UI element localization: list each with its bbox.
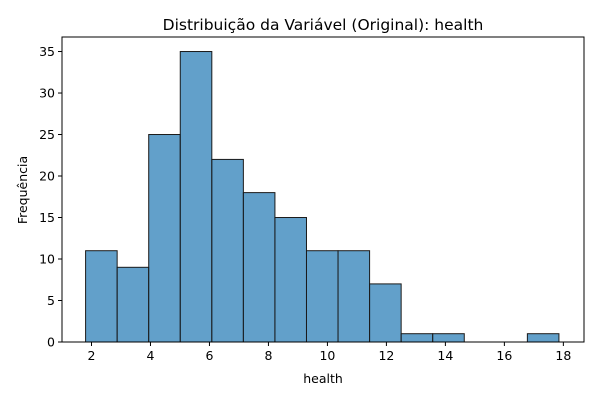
histogram-bar-8 (338, 251, 370, 342)
x-tick-label: 8 (264, 348, 272, 363)
histogram-bar-6 (275, 218, 307, 342)
y-axis-label: Frequência (15, 156, 30, 224)
x-tick-label: 14 (437, 348, 453, 363)
y-tick-label: 0 (47, 335, 55, 350)
x-tick-label: 6 (205, 348, 213, 363)
x-tick-label: 12 (378, 348, 394, 363)
y-tick-label: 5 (47, 293, 55, 308)
histogram-bar-14 (527, 334, 559, 342)
y-tick-label: 25 (39, 127, 55, 142)
histogram-bar-10 (401, 334, 433, 342)
y-tick-label: 20 (39, 169, 55, 184)
y-tick-label: 10 (39, 252, 55, 267)
histogram-bar-1 (117, 267, 149, 342)
histogram-bar-0 (86, 251, 118, 342)
x-tick-label: 18 (555, 348, 571, 363)
histogram-bar-7 (306, 251, 338, 342)
histogram-bar-5 (243, 193, 275, 342)
y-tick-label: 30 (39, 86, 55, 101)
histogram-bar-3 (180, 52, 212, 342)
histogram-bar-11 (433, 334, 465, 342)
y-axis-ticks: 0 5 10 15 20 25 30 35 (39, 44, 62, 349)
histogram-bar-2 (149, 135, 181, 342)
x-tick-label: 10 (319, 348, 335, 363)
x-axis-ticks: 2 4 6 8 10 12 14 16 18 (88, 342, 572, 363)
y-tick-label: 35 (39, 44, 55, 59)
x-axis-label: health (303, 371, 343, 386)
bars-group (86, 52, 559, 342)
x-tick-label: 16 (496, 348, 512, 363)
x-tick-label: 4 (146, 348, 154, 363)
histogram-bar-9 (370, 284, 402, 342)
y-tick-label: 15 (39, 210, 55, 225)
x-tick-label: 2 (88, 348, 96, 363)
chart-title: Distribuição da Variável (Original): hea… (163, 16, 484, 34)
histogram-bar-4 (212, 159, 244, 342)
